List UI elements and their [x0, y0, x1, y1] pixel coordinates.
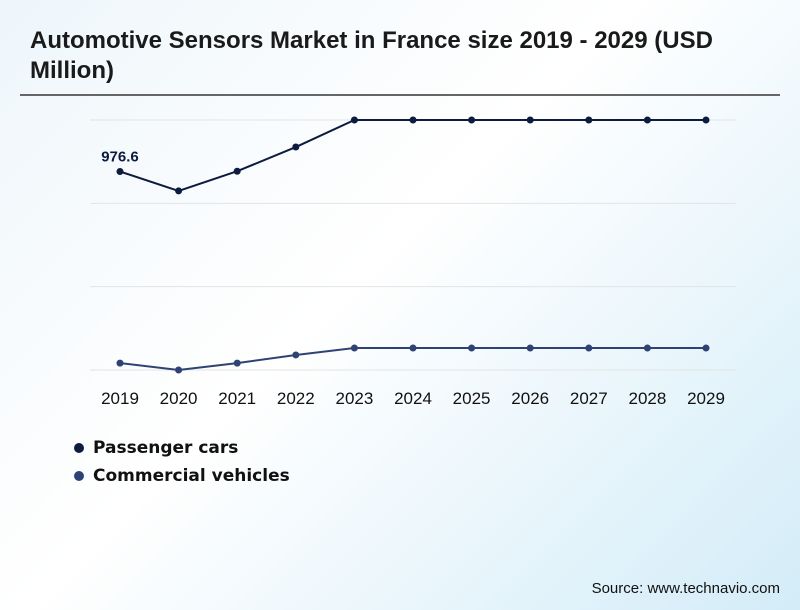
x-tick-label: 2025 [453, 389, 491, 408]
x-tick-label: 2024 [394, 389, 432, 408]
data-point [585, 344, 593, 352]
source-note: Source: www.technavio.com [591, 580, 780, 597]
data-point [585, 116, 593, 124]
legend: Passenger cars Commercial vehicles [74, 434, 290, 490]
x-tick-label: 2028 [628, 389, 666, 408]
legend-item-commercial-vehicles: Commercial vehicles [74, 462, 290, 490]
legend-marker [74, 443, 84, 453]
x-tick-label: 2026 [511, 389, 549, 408]
data-point [409, 116, 417, 124]
data-point [175, 366, 183, 374]
data-point [233, 167, 241, 175]
data-point [702, 116, 710, 124]
data-point [526, 116, 534, 124]
data-point [292, 351, 300, 359]
data-point [468, 344, 476, 352]
legend-label: Commercial vehicles [93, 466, 290, 486]
series-line-0 [119, 119, 706, 192]
data-point [526, 344, 534, 352]
data-point [468, 116, 476, 124]
data-point [292, 143, 300, 151]
legend-item-passenger-cars: Passenger cars [74, 434, 290, 462]
data-point [350, 344, 358, 352]
data-point [233, 359, 241, 367]
x-tick-label: 2022 [277, 389, 315, 408]
legend-marker [74, 471, 84, 481]
data-point [409, 344, 417, 352]
data-point [175, 187, 183, 195]
x-tick-label: 2023 [335, 389, 373, 408]
x-tick-label: 2021 [218, 389, 256, 408]
data-point [643, 344, 651, 352]
x-tick-label: 2027 [570, 389, 608, 408]
data-point [116, 168, 124, 176]
legend-label: Passenger cars [93, 438, 239, 458]
data-point [643, 116, 651, 124]
x-tick-label: 2019 [101, 389, 139, 408]
data-point [116, 359, 124, 367]
x-tick-label: 2020 [160, 389, 198, 408]
data-point [350, 116, 358, 124]
x-tick-label: 2029 [687, 389, 725, 408]
data-label: 976.6 [101, 149, 139, 166]
title-divider [20, 94, 780, 96]
data-point [702, 344, 710, 352]
chart-title: Automotive Sensors Market in France size… [30, 27, 713, 84]
